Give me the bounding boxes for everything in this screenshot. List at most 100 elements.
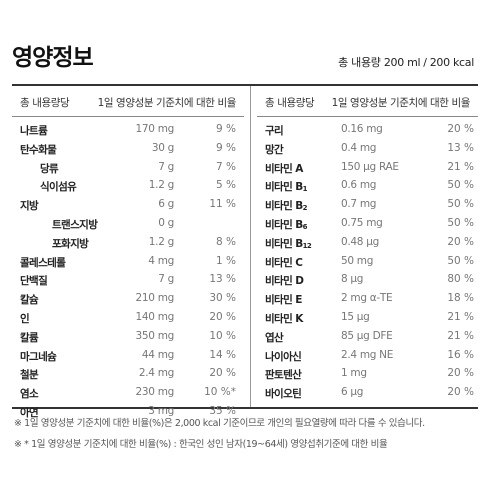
nutrient-name-subscript: 12 [302,241,312,250]
nutrient-row: 칼륨 350 mg 10 % [12,327,244,346]
nutrient-row: 콜레스테롤 4 mg 1 % [12,252,244,271]
footnote-asterisk: ※ * 1일 영양성분 기준치에 대한 비율(%) : 한국인 성인 남자(19… [14,439,388,450]
nutrient-name: 비타민 B6 [265,217,308,232]
nutrient-amount: 230 mg [135,386,175,399]
nutrient-name: 식이섬유 [40,181,77,194]
nutrient-percent: 21 % [447,329,474,342]
nutrient-name: 당류 [40,162,59,175]
header-daily-ratio: 1일 영양성분 기준치에 대한 비율 [331,97,471,109]
column-divider [250,86,251,407]
nutrient-row: 아연 3 mg 35 % [12,402,244,421]
left-table-header: 총 내용량당 1일 영양성분 기준치에 대한 비율 [12,86,244,117]
nutrient-row: 트랜스지방 0 g [12,214,244,233]
nutrient-name: 칼륨 [20,331,39,344]
nutrient-name-text: 비타민 B [265,237,303,250]
page-title: 영양정보 [12,45,94,71]
nutrient-percent: 21 % [447,310,474,323]
nutrient-percent: 14 % [209,348,236,361]
nutrient-row: 판토텐산 1 mg 20 % [257,364,478,383]
nutrient-percent: 20 % [209,310,236,323]
nutrient-name: 염소 [20,388,39,401]
nutrient-name-text: 비타민 A [265,162,303,175]
nutrient-percent: 7 % [216,160,236,173]
nutrient-percent: 21 % [447,160,474,173]
nutrient-name-text: 비타민 E [265,294,302,307]
nutrient-percent: 30 % [209,292,236,305]
nutrient-percent: 1 % [216,254,236,267]
nutrient-row: 마그네슘 44 mg 14 % [12,346,244,365]
nutrient-name: 비타민 B2 [265,198,308,213]
nutrient-row: 비타민 B1 0.6 mg 50 % [257,176,478,195]
footnote-daily-value: ※ 1일 영양성분 기준치에 대한 비율(%)은 2,000 kcal 기준이므… [14,418,425,429]
nutrient-name: 철분 [20,369,39,382]
nutrient-percent: 50 % [447,216,474,229]
total-separator: / [423,56,427,69]
right-column: 총 내용량당 1일 영양성분 기준치에 대한 비율 구리 0.16 mg 20 % 망… [257,86,478,407]
nutrient-row: 나이아신 2.4 mg NE 16 % [257,346,478,365]
header-per-total: 총 내용량당 [20,97,70,109]
nutrient-name: 엽산 [265,330,284,345]
nutrient-amount: 1 mg [341,367,367,380]
nutrient-row: 바이오틴 6 μg 20 % [257,383,478,402]
nutrient-row: 염소 230 mg 10 %* [12,383,244,402]
nutrient-amount: 8 μg [341,273,364,286]
nutrient-name: 트랜스지방 [52,218,98,231]
nutrient-name-text: 엽산 [265,331,284,344]
nutrient-name-text: 나이아신 [265,350,302,363]
nutrient-amount: 0.16 mg [341,123,383,135]
nutrient-percent: 50 % [447,179,474,192]
nutrient-percent: 11 % [209,198,236,211]
footnotes: ※ 1일 영양성분 기준치에 대한 비율(%)은 2,000 kcal 기준이므… [14,415,484,457]
nutrient-name-text: 구리 [265,125,284,137]
nutrient-row: 비타민 B6 0.75 mg 50 % [257,214,478,233]
nutrient-amount: 150 μg RAE [341,160,399,173]
nutrient-name: 비타민 E [265,292,302,307]
nutrient-percent: 5 % [216,179,236,192]
left-rows: 나트륨 170 mg 9 % 탄수화물 30 g 9 % 당류 7 g 7 % 식이섬유 1.2 g… [12,120,244,421]
nutrient-name: 판토텐산 [265,367,302,382]
nutrient-name: 비타민 A [265,161,303,176]
nutrient-row: 당류 7 g 7 % [12,158,244,177]
nutrient-name: 마그네슘 [20,350,57,363]
nutrient-name-text: 비타민 C [265,256,303,269]
nutrient-name: 비타민 C [265,255,303,270]
nutrient-amount: 210 mg [135,292,175,305]
nutrient-percent: 9 % [216,141,236,154]
nutrient-amount: 15 μg [341,310,370,323]
nutrient-name: 망간 [265,142,284,157]
nutrient-name: 아연 [20,406,39,419]
nutrient-row: 비타민 C 50 mg 50 % [257,252,478,271]
total-volume: 총 내용량 200 ml [338,56,421,69]
nutrient-name-text: 바이오틴 [265,388,302,401]
nutrient-row: 포화지방 1.2 g 8 % [12,233,244,252]
nutrient-row: 인 140 mg 20 % [12,308,244,327]
nutrient-name-text: 비타민 B [265,218,303,231]
nutrient-row: 단백질 7 g 13 % [12,270,244,289]
nutrient-amount: 2.4 mg NE [341,348,394,361]
nutrient-name: 인 [20,312,30,325]
nutrient-amount: 1.2 g [148,235,175,248]
nutrient-row: 구리 0.16 mg 20 % [257,120,478,139]
nutrient-row: 비타민 A 150 μg RAE 21 % [257,158,478,177]
nutrient-name: 비타민 B12 [265,236,312,251]
nutrition-table: 총 내용량당 1일 영양성분 기준치에 대한 비율 나트륨 170 mg 9 % 탄수… [12,84,478,419]
nutrient-amount: 0.4 mg [341,141,377,154]
nutrient-row: 철분 2.4 mg 20 % [12,364,244,383]
nutrient-percent: 8 % [216,235,236,248]
nutrient-row: 비타민 E 2 mg α-TE 18 % [257,289,478,308]
nutrient-name: 나이아신 [265,349,302,364]
nutrient-amount: 0.75 mg [341,216,383,229]
nutrient-row: 식이섬유 1.2 g 5 % [12,176,244,195]
nutrient-name: 탄수화물 [20,143,57,156]
nutrient-row: 비타민 D 8 μg 80 % [257,270,478,289]
nutrient-percent: 20 % [447,386,474,399]
nutrient-name: 포화지방 [52,237,89,250]
nutrient-name: 비타민 B1 [265,179,308,194]
nutrient-name-text: 비타민 B [265,200,303,213]
total-kcal: 200 kcal [429,56,475,69]
nutrient-amount: 0.48 μg [341,235,379,248]
header-daily-ratio: 1일 영양성분 기준치에 대한 비율 [97,97,237,109]
nutrient-amount: 1.2 g [148,179,175,192]
nutrient-name-subscript: 1 [302,185,308,194]
